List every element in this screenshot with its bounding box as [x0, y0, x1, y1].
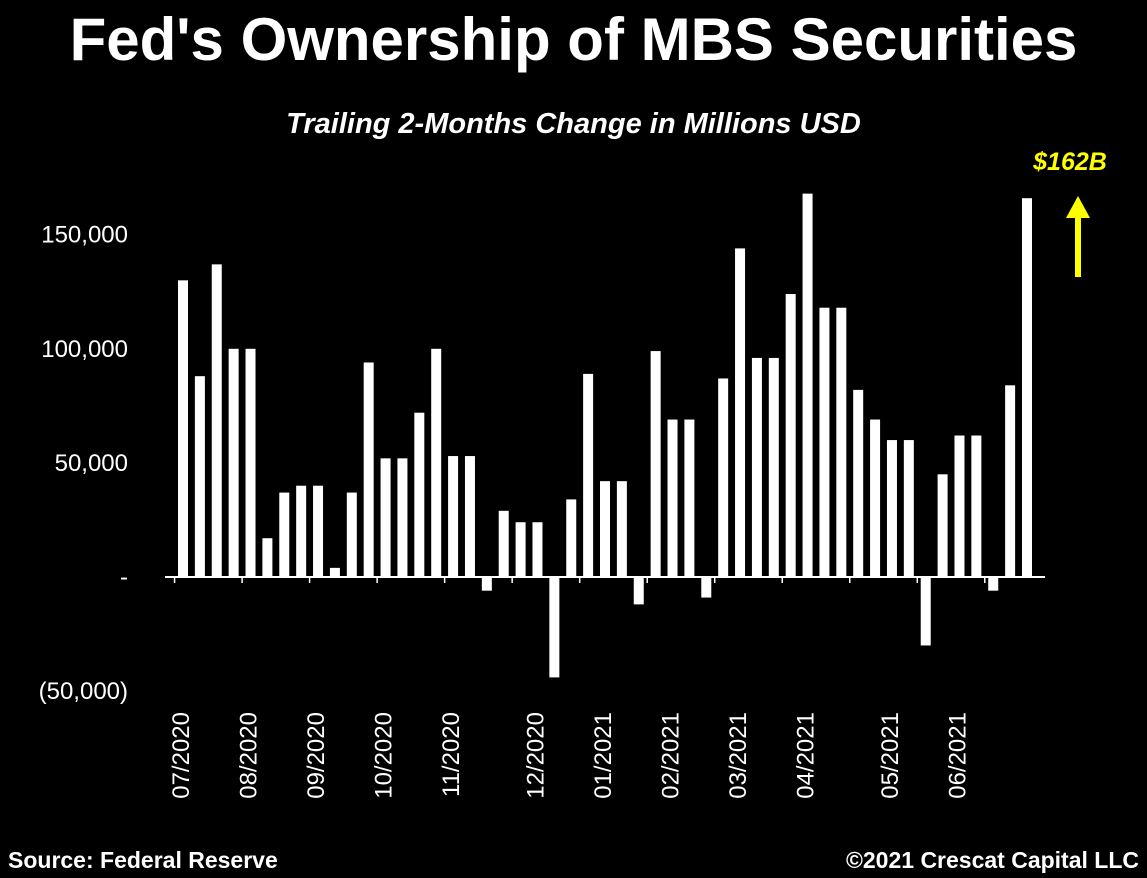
- x-tick-label: 11/2020: [438, 712, 465, 797]
- x-tick-label: 03/2021: [725, 712, 752, 799]
- bar: [819, 307, 830, 577]
- bar: [988, 577, 999, 591]
- bar: [937, 474, 948, 577]
- annotation-label: $162B: [1032, 148, 1107, 176]
- y-tick-label: 100,000: [41, 336, 128, 363]
- bar: [903, 440, 914, 577]
- bar: [313, 485, 324, 577]
- y-axis-ticks: 150,000 100,000 50,000 - (50,000): [39, 222, 128, 705]
- bar: [279, 492, 290, 577]
- y-tick-label: -: [120, 564, 128, 591]
- bar: [346, 492, 357, 577]
- bar: [245, 348, 256, 577]
- x-tick-label: 07/2020: [168, 712, 195, 799]
- bar: [178, 280, 188, 577]
- bar: [1005, 385, 1016, 577]
- bar: [920, 577, 931, 646]
- annotation: $162B: [1032, 148, 1107, 277]
- x-tick-label: 05/2021: [877, 712, 904, 799]
- x-tick-label: 04/2021: [793, 712, 820, 799]
- x-tick-label: 08/2020: [236, 712, 263, 799]
- bar: [464, 456, 475, 577]
- x-tick-label: 06/2021: [944, 712, 971, 799]
- bar: [262, 538, 273, 577]
- y-tick-label: (50,000): [39, 678, 128, 705]
- x-tick-label: 02/2021: [658, 712, 685, 799]
- bar: [498, 510, 509, 577]
- x-axis-labels: 07/2020 08/2020 09/2020 10/2020 11/2020 12/20…: [168, 712, 971, 799]
- bar: [735, 248, 746, 577]
- bar: [600, 481, 610, 577]
- x-axis-tick-marks: [173, 577, 986, 583]
- bar: [718, 378, 729, 577]
- bar: [701, 577, 712, 598]
- bars: [178, 193, 1032, 678]
- bar: [194, 376, 205, 577]
- x-tick-label: 09/2020: [303, 712, 330, 799]
- bar: [515, 522, 526, 577]
- bar: [329, 567, 340, 577]
- bar: [971, 435, 982, 577]
- x-tick-label: 10/2020: [371, 712, 398, 799]
- source-note: Source: Federal Reserve: [8, 847, 278, 873]
- bar: [616, 481, 627, 577]
- bar: [650, 351, 661, 577]
- bar: [228, 348, 239, 577]
- bar: [684, 419, 695, 577]
- bar: [886, 440, 897, 577]
- bar: [481, 577, 492, 591]
- bar: [549, 577, 560, 678]
- up-arrow-icon: [1066, 196, 1090, 218]
- bar: [583, 373, 594, 577]
- bar: [751, 357, 762, 577]
- y-tick-label: 150,000: [41, 222, 128, 249]
- bar: [414, 412, 425, 577]
- bar: [566, 499, 577, 577]
- x-tick-label: 01/2021: [590, 712, 617, 799]
- bar: [211, 264, 222, 577]
- bar: [1022, 198, 1032, 577]
- bar: [870, 419, 881, 577]
- y-tick-label: 50,000: [55, 450, 128, 477]
- bar: [296, 485, 307, 577]
- bar: [448, 456, 459, 577]
- bar: [954, 435, 965, 577]
- bar: [853, 389, 864, 577]
- bar: [785, 294, 796, 577]
- bar: [768, 357, 779, 577]
- chart-subtitle: Trailing 2-Months Change in Millions USD: [286, 108, 861, 140]
- chart-title: Fed's Ownership of MBS Securities: [69, 6, 1078, 73]
- bar: [431, 348, 442, 577]
- bar: [667, 419, 678, 577]
- x-tick-label: 12/2020: [522, 712, 549, 799]
- copyright-note: ©2021 Crescat Capital LLC: [845, 847, 1139, 873]
- bar: [532, 522, 543, 577]
- bar: [633, 577, 644, 605]
- bar: [380, 458, 391, 577]
- bar: [836, 307, 847, 577]
- bar: [397, 458, 408, 577]
- bar: [363, 362, 374, 577]
- bar: [802, 193, 813, 577]
